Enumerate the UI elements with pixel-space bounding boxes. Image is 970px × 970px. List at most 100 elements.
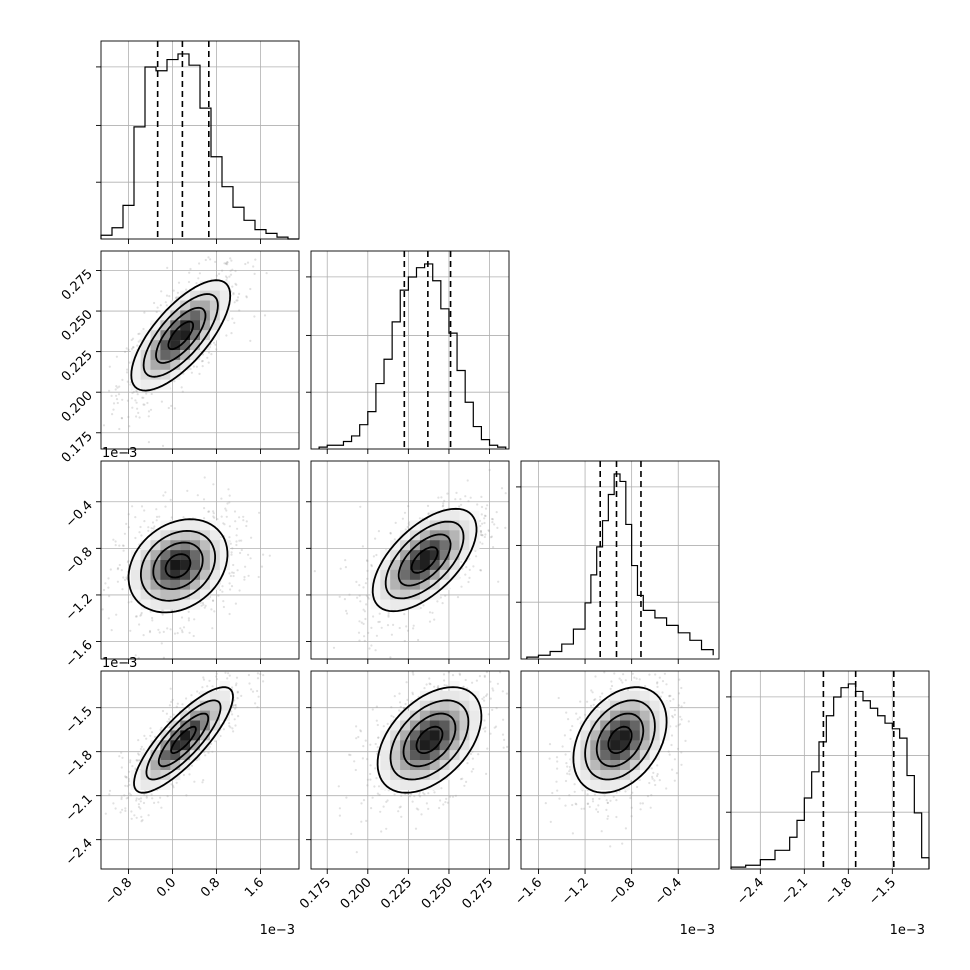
sample-point xyxy=(406,698,409,702)
sample-point xyxy=(145,392,148,395)
density-cell xyxy=(429,690,440,701)
sample-point xyxy=(423,687,426,690)
sample-point xyxy=(234,724,237,727)
sample-point xyxy=(121,544,125,547)
sample-point xyxy=(400,794,403,797)
density-cell xyxy=(629,750,640,761)
sample-point xyxy=(147,526,150,529)
density-cell xyxy=(429,720,440,731)
sample-point xyxy=(344,566,347,569)
sample-point xyxy=(135,759,138,762)
sample-point xyxy=(358,594,361,597)
density-cell xyxy=(209,320,220,331)
density-cell xyxy=(190,579,201,590)
sample-point xyxy=(121,378,124,381)
sample-point xyxy=(412,673,415,676)
sample-point xyxy=(466,687,469,690)
sample-point xyxy=(442,673,446,676)
density-cell xyxy=(570,770,581,781)
sample-point xyxy=(404,528,407,531)
sample-point xyxy=(433,618,436,621)
sample-point xyxy=(212,512,215,515)
sample-point xyxy=(480,505,484,509)
sample-point xyxy=(465,566,468,569)
sample-point xyxy=(208,679,211,682)
sample-point xyxy=(386,799,389,802)
density-cell xyxy=(190,750,201,761)
density-cell xyxy=(180,350,191,361)
sample-point xyxy=(131,765,134,768)
sample-point xyxy=(501,733,505,736)
sample-point xyxy=(403,613,406,616)
density-cell xyxy=(459,730,470,741)
sample-point xyxy=(228,582,231,585)
sample-point xyxy=(481,697,484,701)
sample-point xyxy=(403,511,407,514)
sample-point xyxy=(213,516,216,519)
sample-point xyxy=(238,309,241,312)
density-cell xyxy=(600,750,611,761)
sample-point xyxy=(635,677,638,680)
sample-point xyxy=(165,712,168,715)
density-cell xyxy=(410,700,421,711)
density-cell xyxy=(180,750,191,761)
sample-point xyxy=(120,797,123,801)
sample-point xyxy=(679,715,682,718)
density-cell xyxy=(639,700,650,711)
sample-point xyxy=(102,588,106,592)
sample-point xyxy=(243,578,246,581)
density-cell xyxy=(390,560,401,571)
density-cell xyxy=(180,599,191,610)
density-cell xyxy=(160,750,171,761)
sample-point xyxy=(343,598,346,601)
sample-point xyxy=(166,795,169,798)
sample-point xyxy=(188,631,191,634)
density-cell xyxy=(140,760,151,771)
density-cell xyxy=(190,720,201,731)
sample-point xyxy=(226,502,229,505)
sample-point xyxy=(195,365,198,368)
sample-point xyxy=(231,317,234,320)
sample-point xyxy=(438,806,441,810)
sample-point xyxy=(370,563,373,567)
sample-point xyxy=(650,794,653,797)
sample-point xyxy=(407,522,410,525)
sample-point xyxy=(169,628,172,631)
sample-point xyxy=(240,694,243,698)
density-cell xyxy=(160,369,171,380)
density-cell xyxy=(469,530,480,541)
grid-layer xyxy=(101,41,929,869)
sample-point xyxy=(369,743,372,746)
density-cell xyxy=(449,560,460,571)
sample-point xyxy=(436,600,439,603)
sample-point xyxy=(436,686,439,689)
density-cell xyxy=(219,550,230,561)
sample-point xyxy=(442,502,445,505)
density-cell xyxy=(370,599,381,610)
density-cell xyxy=(150,530,161,541)
sample-point xyxy=(134,767,137,770)
sample-point xyxy=(207,256,210,259)
sample-point xyxy=(476,503,479,506)
density-cell xyxy=(140,560,151,571)
sample-point xyxy=(586,802,590,805)
sample-point xyxy=(233,321,236,324)
sample-point xyxy=(231,571,234,574)
sample-point xyxy=(127,348,130,351)
sample-point xyxy=(149,727,152,730)
sample-point xyxy=(230,332,233,335)
sample-point xyxy=(505,692,508,695)
sample-point xyxy=(670,743,673,747)
sample-point xyxy=(490,517,494,521)
sample-point xyxy=(488,468,491,472)
sample-point xyxy=(412,627,415,630)
sample-point xyxy=(411,671,414,674)
sample-point xyxy=(139,800,142,803)
sample-point xyxy=(390,633,393,636)
sample-point xyxy=(673,713,677,716)
density-cell xyxy=(160,340,171,351)
sample-point xyxy=(245,524,248,528)
sample-point xyxy=(605,799,608,802)
sample-point xyxy=(203,751,206,754)
sample-point xyxy=(160,806,163,809)
